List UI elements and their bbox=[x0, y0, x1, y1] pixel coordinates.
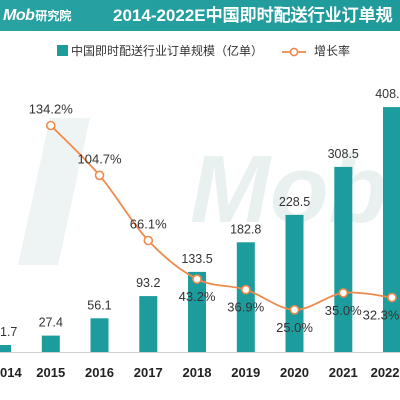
mob-logo: Mob研究院 bbox=[3, 6, 95, 26]
growth-marker-1 bbox=[45, 120, 56, 131]
growth-value-label-1: 134.2% bbox=[29, 102, 74, 117]
growth-marker-2 bbox=[94, 170, 105, 181]
growth-value-label-4: 43.2% bbox=[179, 289, 216, 304]
title-bar: Mob研究院 2014-2022E中国即时配送行业订单规 bbox=[0, 0, 400, 31]
legend-line-swatch-icon bbox=[282, 47, 306, 57]
order-value-label-6: 228.5 bbox=[279, 195, 310, 209]
order-bar-0 bbox=[0, 345, 11, 352]
order-bar-8 bbox=[383, 107, 400, 352]
x-tick-label-5: 2019 bbox=[231, 365, 260, 380]
growth-value-label-5: 36.9% bbox=[227, 300, 264, 315]
growth-marker-8 bbox=[387, 292, 397, 303]
order-bar-1 bbox=[41, 335, 60, 352]
order-value-label-4: 133.5 bbox=[181, 252, 212, 266]
order-value-label-7: 308.5 bbox=[328, 147, 359, 161]
order-bar-3 bbox=[139, 296, 158, 352]
order-value-label-2: 56.1 bbox=[87, 298, 111, 312]
x-tick-label-7: 2021 bbox=[329, 365, 358, 380]
order-value-label-1: 27.4 bbox=[39, 316, 63, 330]
order-value-label-3: 93.2 bbox=[136, 276, 160, 290]
x-tick-label-0: 014 bbox=[0, 365, 22, 380]
x-tick-label-4: 2018 bbox=[183, 365, 212, 380]
order-value-label-0: 1.7 bbox=[0, 325, 17, 339]
growth-value-label-8: 32.3% bbox=[363, 308, 400, 323]
growth-value-label-7: 35.0% bbox=[325, 303, 362, 318]
order-bar-4 bbox=[188, 271, 206, 352]
legend-bar-swatch bbox=[57, 45, 68, 56]
growth-marker-7 bbox=[338, 288, 349, 298]
growth-marker-4 bbox=[192, 274, 202, 284]
legend-item-orders: 中国即时配送行业订单规模（亿单） bbox=[57, 43, 263, 59]
growth-value-label-6: 25.0% bbox=[276, 320, 313, 335]
growth-marker-6 bbox=[289, 304, 300, 315]
chart-title: 2014-2022E中国即时配送行业订单规 bbox=[113, 6, 393, 25]
chart-labels: 1.7 27.4 56.1 93.2 133.5 182.8 228.5 308.5 408. 1… bbox=[0, 87, 400, 380]
order-value-label-8: 408. bbox=[375, 87, 399, 101]
growth-marker-5 bbox=[241, 284, 251, 295]
legend-item-growth: 增长率 bbox=[282, 43, 350, 59]
x-tick-label-3: 2017 bbox=[134, 365, 163, 380]
order-value-label-5: 182.8 bbox=[230, 222, 261, 236]
x-tick-label-8: 2022 bbox=[371, 365, 400, 380]
order-bar-7 bbox=[334, 166, 353, 352]
logo-suffix: 研究院 bbox=[35, 9, 72, 23]
growth-series bbox=[45, 120, 397, 315]
legend-label-growth: 增长率 bbox=[314, 44, 351, 58]
watermark-logo-shape bbox=[18, 118, 90, 265]
order-bar-2 bbox=[90, 318, 109, 352]
order-bar-5 bbox=[236, 242, 255, 352]
order-bar-6 bbox=[285, 214, 304, 352]
growth-value-label-2: 104.7% bbox=[78, 151, 123, 166]
x-tick-label-6: 2020 bbox=[280, 365, 309, 380]
bar-series bbox=[0, 107, 400, 352]
legend-label-orders: 中国即时配送行业订单规模（亿单） bbox=[71, 44, 264, 58]
growth-marker-3 bbox=[143, 235, 154, 246]
growth-value-label-3: 66.1% bbox=[130, 217, 167, 232]
x-tick-label-1: 2015 bbox=[36, 365, 65, 380]
x-tick-label-2: 2016 bbox=[85, 365, 114, 380]
logo-mark: Mob bbox=[3, 7, 35, 24]
